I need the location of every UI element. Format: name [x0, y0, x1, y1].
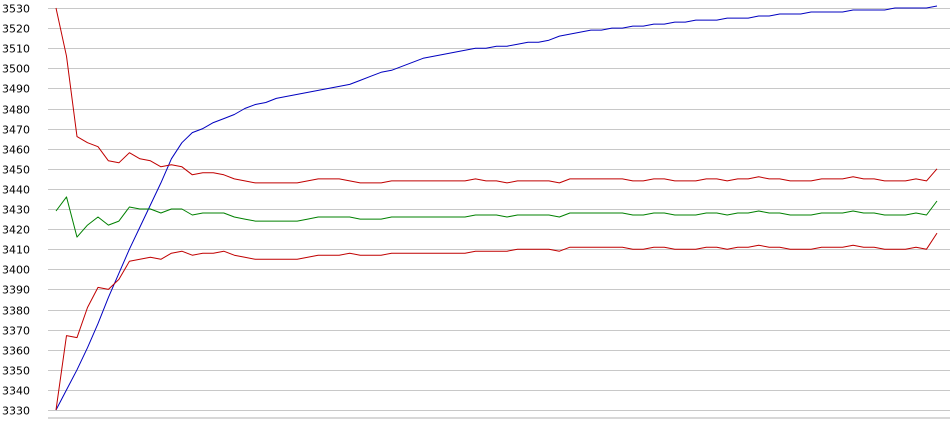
gridlines — [48, 8, 950, 411]
y-tick-label: 3410 — [2, 244, 30, 257]
y-tick-label: 3390 — [2, 284, 30, 297]
y-tick-label: 3360 — [2, 345, 30, 358]
y-axis-tick-labels: 3330 3340 3350 3360 3370 3380 3390 3400 3410 3420… — [2, 3, 30, 418]
y-tick-label: 3420 — [2, 224, 30, 237]
y-tick-label: 3460 — [2, 144, 30, 157]
y-tick-label: 3440 — [2, 184, 30, 197]
y-tick-label: 3450 — [2, 164, 30, 177]
y-tick-label: 3480 — [2, 104, 30, 117]
y-tick-label: 3470 — [2, 124, 30, 137]
y-tick-label: 3510 — [2, 43, 30, 56]
y-tick-label: 3380 — [2, 305, 30, 318]
series-lines — [55, 5, 938, 411]
y-tick-label: 3350 — [2, 365, 30, 378]
y-tick-label: 3340 — [2, 385, 30, 398]
y-tick-label: 3430 — [2, 204, 30, 217]
y-tick-label: 3490 — [2, 83, 30, 96]
y-tick-label: 3400 — [2, 264, 30, 277]
y-tick-label: 3500 — [2, 63, 30, 76]
series-line-2 — [55, 7, 938, 184]
series-line-4 — [55, 232, 938, 411]
series-line-3 — [55, 196, 938, 238]
y-tick-label: 3330 — [2, 405, 30, 418]
series-line-1 — [55, 5, 938, 411]
y-tick-label: 3370 — [2, 325, 30, 338]
y-tick-label: 3520 — [2, 23, 30, 36]
y-tick-label: 3530 — [2, 3, 30, 16]
